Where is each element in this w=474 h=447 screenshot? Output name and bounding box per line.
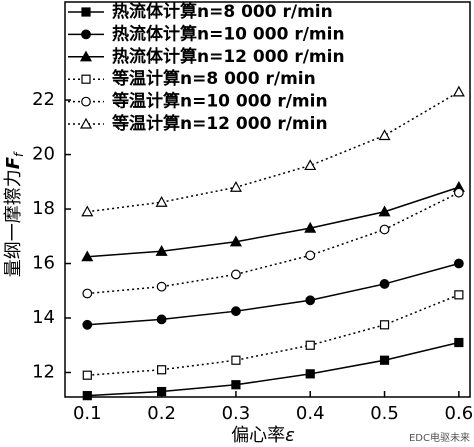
marker [156,281,167,292]
x-tick-label: 0.4 [296,403,325,424]
marker [81,250,94,262]
legend-marker [81,29,91,40]
marker [82,391,92,401]
y-tick-label: 22 [32,89,55,110]
x-tick-label: 0.6 [445,403,474,424]
x-tick-label: 0.3 [222,403,251,424]
marker [453,187,464,198]
marker [379,224,390,235]
x-tick-label: 0.5 [370,403,399,424]
y-tick-label: 16 [32,253,55,274]
legend-marker [81,96,91,107]
marker [155,245,168,256]
marker [378,205,391,217]
marker [82,370,92,380]
marker [304,159,317,171]
legend-marker [79,50,93,62]
y-tick-label: 12 [32,361,55,382]
marker [229,181,242,192]
y-label-subscript: f [12,151,26,157]
marker [157,386,167,397]
legend-label: 热流体计算n=12 000 r/min [112,46,345,67]
marker [379,279,390,289]
marker [379,320,390,330]
legend-label: 等温计算n=8 000 r/min [112,68,316,89]
series-line [87,262,460,326]
x-label-symbol: ε [285,425,295,446]
x-tick-label: 0.2 [147,403,176,424]
marker [453,258,464,269]
series-line [87,294,460,376]
marker [305,369,315,379]
legend-label: 等温计算n=10 000 r/min [112,91,328,112]
marker [231,269,241,280]
series-line [87,341,460,397]
y-tick-label: 20 [32,144,55,165]
marker [156,314,167,325]
marker [305,250,316,261]
marker [454,337,464,348]
legend-marker [81,74,91,84]
watermark: EDC电驱未来 [409,431,470,444]
marker [81,205,94,217]
x-axis-label: 偏心率ε [231,425,295,446]
marker [454,290,464,300]
marker [229,235,242,247]
marker [231,380,241,390]
y-label-symbol: F [3,156,24,169]
marker [155,195,168,207]
series-line [87,186,460,258]
marker [378,129,391,141]
marker [379,355,390,365]
plot-frame [64,1,471,398]
y-tick-label: 14 [32,307,55,328]
marker [82,288,93,299]
marker [82,319,93,330]
legend-label: 热流体计算n=10 000 r/min [112,23,345,44]
marker [305,340,315,350]
marker [305,295,316,306]
x-tick-label: 0.1 [73,403,102,424]
marker [157,365,167,375]
y-tick-label: 18 [32,198,55,219]
marker [231,306,241,317]
marker [304,221,317,233]
marker [452,85,465,97]
x-label-text: 偏心率 [231,425,285,446]
y-label-text: 量纲一摩擦力 [3,169,24,277]
legend-marker [79,117,93,129]
marker [231,355,241,365]
legend-marker [81,7,91,17]
legend-label: 热流体计算n=8 000 r/min [112,1,333,22]
legend-label: 等温计算n=12 000 r/min [112,113,328,134]
y-axis-label: 量纲一摩擦力Ff [3,151,26,277]
